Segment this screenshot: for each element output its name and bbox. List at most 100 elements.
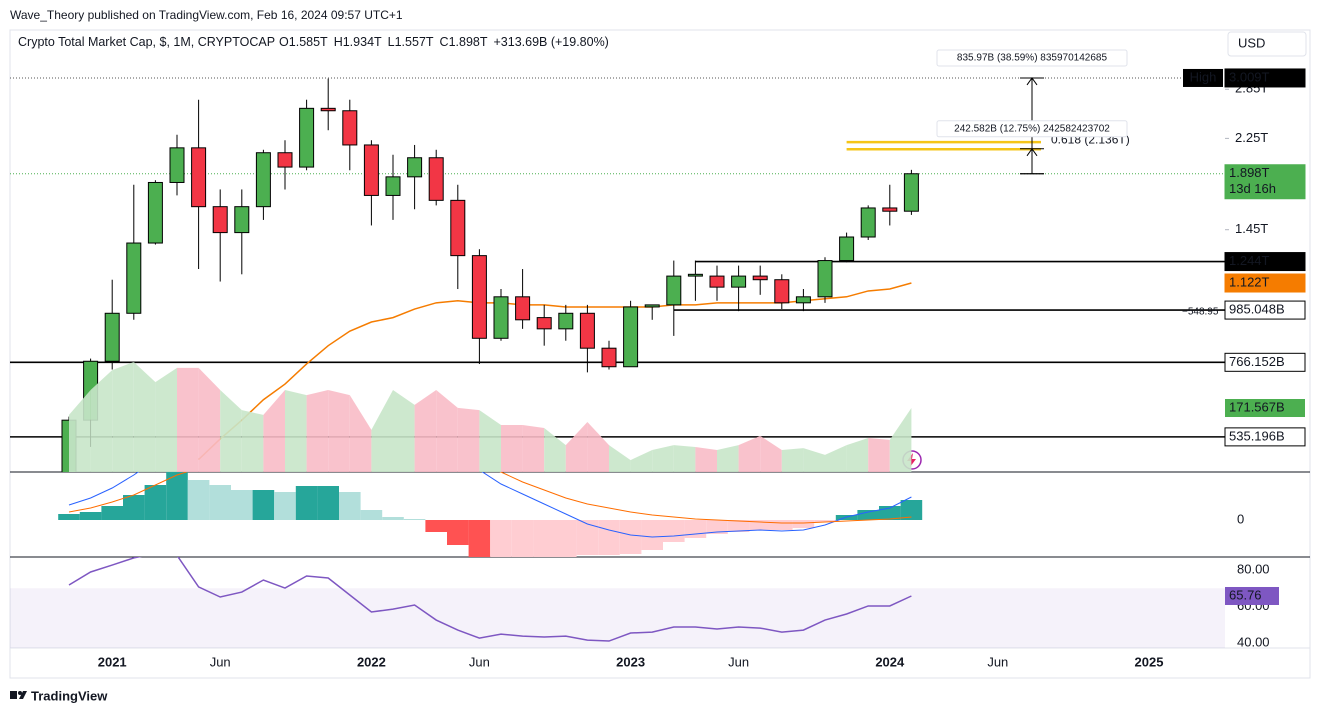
price-label-box [1224,273,1306,293]
volume-area [760,435,782,472]
macd-line [68,472,912,538]
macd-bar [468,520,491,557]
volume-area [69,389,91,472]
volume-area [479,410,501,472]
macd-bar [403,519,426,520]
ohlc-key: O [279,35,289,49]
volume-area [609,445,631,472]
macd-bar [339,492,361,520]
volume-area [652,445,674,472]
macd-bar [295,486,318,520]
symbol-title: Crypto Total Market Cap, $, 1M, CRYPTOCA… [18,35,275,49]
ohlc-value: 1.557T [395,35,434,49]
macd-bar [231,490,253,520]
volume-area [328,389,350,472]
candle-body [450,199,466,257]
macd-bar [274,492,296,520]
publisher-line: Wave_Theory published on TradingView.com… [10,8,403,22]
volume-area [587,422,609,472]
volume-area [544,427,566,472]
candle-body [774,279,790,304]
rsi-label: 65.76 [1229,587,1262,602]
macd-bar [425,520,447,532]
volume-area [371,389,393,472]
candle-body [169,147,185,183]
candle-body [601,347,617,368]
price-label: 535.196B [1229,428,1285,443]
macd-bar [101,506,123,520]
candle-body [385,176,401,196]
measure-label-box [936,120,1128,138]
ohlc-value: 1.934T [343,35,382,49]
candle-body [795,296,811,304]
volume-area [306,389,329,472]
price-label: 1.244T [1229,253,1270,268]
measure-label: 242.582B (12.75%) 242582423702 [954,123,1110,134]
x-tick-label: Jun [728,654,749,669]
candle-body [428,157,444,201]
volume-area [673,445,696,472]
rsi-band [10,588,1225,648]
macd-bar [641,520,663,550]
candle-body [731,275,747,288]
macd-bar [252,490,275,520]
macd-bar [727,520,750,532]
macd-bar [511,520,534,557]
macd-bar [533,520,555,557]
x-tick-label: Jun [469,654,490,669]
volume-area [285,389,307,472]
moving-average [198,282,912,461]
macd-bar [576,520,599,555]
volume-area [90,370,113,472]
currency-button[interactable] [1227,31,1307,57]
macd-bar [317,486,339,520]
price-label-box [1224,68,1306,88]
volume-area [781,448,804,472]
volume-area [889,408,912,472]
macd-bar [619,520,642,554]
brand: TradingView [31,688,108,703]
x-tick-label: Jun [987,654,1008,669]
candle-body [839,236,855,262]
volume-area [241,410,264,472]
price-label: 985.048B [1229,302,1285,317]
price-label: 1.898T [1229,165,1270,180]
macd-tick-label: 0 [1237,511,1244,526]
ohlc-value: 1.898T [449,35,488,49]
chart-frame [9,29,1311,679]
volume-area [414,389,437,472]
volume-area [457,407,480,472]
macd-bar [706,520,728,534]
signal-line [68,472,912,524]
candle-body [515,296,531,321]
candle-body [104,312,120,362]
ohlc-value: 1.585T [289,35,328,49]
macd-bar [490,520,512,557]
candle-body [493,296,509,339]
candle-body [320,107,336,112]
candle-body [903,173,919,212]
macd-bar [123,495,145,520]
candle-body [623,306,639,368]
candle-body [363,144,379,196]
volume-area [393,389,415,472]
macd-bar [166,472,188,520]
volume-area [112,361,134,472]
rsi-pane [10,557,1225,648]
volume-area [695,447,717,472]
volume-area [522,425,545,472]
volume-area [738,435,761,472]
measure-arrow [1026,147,1038,157]
macd-bar [209,485,231,520]
symbol-header: Crypto Total Market Cap, $, 1M, CRYPTOCA… [18,35,609,49]
volume-area [717,445,739,472]
x-tick-label: 2023 [616,654,645,669]
price-label: 766.152B [1229,354,1285,369]
currency-label[interactable]: USD [1238,35,1265,50]
macd-bar [144,485,167,520]
candle-body [536,317,552,330]
ohlc-key: L [388,35,395,49]
macd-bar [555,520,577,557]
